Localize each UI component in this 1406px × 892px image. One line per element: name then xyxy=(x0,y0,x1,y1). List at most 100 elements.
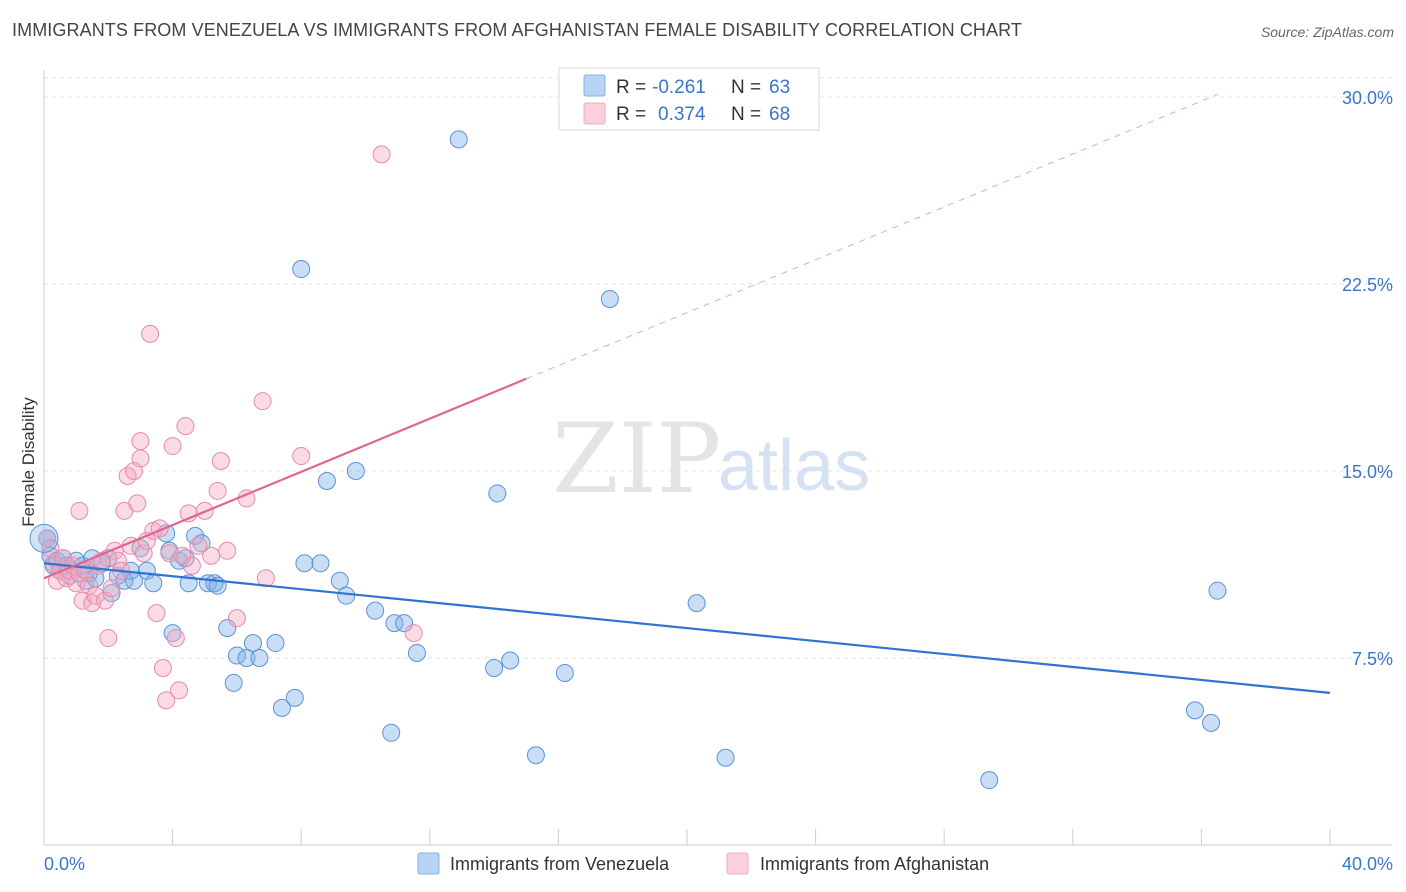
trend-line-afghanistan xyxy=(43,377,527,580)
point-venezuela xyxy=(292,260,311,279)
series-legend-swatch-afghanistan xyxy=(726,852,749,875)
point-venezuela xyxy=(526,746,545,765)
point-afghanistan xyxy=(372,145,391,164)
watermark-zip-text: ZIP xyxy=(552,403,721,515)
point-afghanistan xyxy=(253,392,272,411)
point-venezuela xyxy=(243,634,262,653)
point-afghanistan xyxy=(102,579,121,598)
series-legend-label-venezuela: Immigrants from Venezuela xyxy=(450,854,670,874)
point-venezuela xyxy=(295,554,314,573)
point-venezuela xyxy=(366,601,385,620)
trend-line-venezuela xyxy=(43,562,1331,695)
legend-r-value-afghanistan: 0.374 xyxy=(658,104,706,125)
y-axis-label: Female Disability xyxy=(19,397,38,527)
point-venezuela xyxy=(250,649,269,667)
point-afghanistan xyxy=(208,481,227,500)
point-venezuela xyxy=(192,534,211,553)
point-afghanistan xyxy=(86,586,105,605)
point-afghanistan xyxy=(128,494,147,513)
point-venezuela xyxy=(337,586,356,605)
x-tick-labels: 0.0% 40.0% xyxy=(44,854,1393,874)
legend-r-value-venezuela: -0.261 xyxy=(652,77,706,98)
point-venezuela xyxy=(163,624,182,643)
point-afghanistan xyxy=(80,576,99,595)
point-venezuela xyxy=(600,289,619,308)
point-venezuela xyxy=(102,584,121,603)
point-afghanistan xyxy=(182,556,201,575)
point-afghanistan xyxy=(108,551,127,570)
point-venezuela xyxy=(144,574,163,593)
point-afghanistan xyxy=(211,452,230,471)
point-afghanistan xyxy=(163,437,182,456)
point-venezuela xyxy=(980,771,999,790)
point-venezuela xyxy=(555,663,574,682)
y-tick-label: 7.5% xyxy=(1352,649,1393,669)
point-afghanistan xyxy=(147,604,166,623)
point-venezuela xyxy=(501,651,520,670)
trend-lines xyxy=(43,94,1331,695)
point-venezuela xyxy=(1202,713,1221,732)
legend-swatch-venezuela xyxy=(583,74,606,97)
point-afghanistan xyxy=(170,681,189,700)
correlation-legend: R = -0.261 N = 63 R = 0.374 N = 68 xyxy=(558,67,820,131)
point-venezuela xyxy=(1185,701,1204,720)
point-afghanistan xyxy=(202,546,221,565)
point-venezuela xyxy=(716,748,735,767)
series-legend: Immigrants from Venezuela Immigrants fro… xyxy=(417,852,989,875)
point-venezuela xyxy=(224,673,243,692)
point-venezuela xyxy=(346,462,365,480)
point-venezuela xyxy=(237,649,256,667)
point-venezuela xyxy=(687,594,706,613)
point-afghanistan xyxy=(176,417,195,436)
point-afghanistan xyxy=(218,541,237,560)
y-tick-label: 22.5% xyxy=(1342,275,1393,295)
point-venezuela xyxy=(485,658,504,677)
watermark-atlas-text: atlas xyxy=(718,426,870,506)
series-legend-label-afghanistan: Immigrants from Afghanistan xyxy=(760,854,989,874)
point-venezuela xyxy=(317,471,336,490)
point-venezuela xyxy=(382,723,401,742)
chart-title: IMMIGRANTS FROM VENEZUELA VS IMMIGRANTS … xyxy=(12,20,1022,40)
point-afghanistan xyxy=(157,691,176,710)
y-tick-label: 15.0% xyxy=(1342,462,1393,482)
legend-r-label-afghanistan: R = xyxy=(616,104,646,125)
chart-source: Source: ZipAtlas.com xyxy=(1260,24,1394,40)
point-afghanistan xyxy=(99,629,118,648)
point-venezuela xyxy=(488,484,507,503)
point-venezuela xyxy=(285,688,304,707)
y-tick-label: 30.0% xyxy=(1342,88,1393,108)
gridlines xyxy=(44,77,1392,659)
series-legend-swatch-venezuela xyxy=(417,852,440,875)
point-venezuela xyxy=(176,549,195,568)
point-afghanistan xyxy=(38,529,57,548)
point-afghanistan xyxy=(292,447,311,466)
point-venezuela-cluster xyxy=(29,523,59,553)
x-tick-label: 40.0% xyxy=(1342,854,1393,874)
point-afghanistan xyxy=(70,501,89,520)
legend-n-label-venezuela: N = xyxy=(731,77,761,98)
point-venezuela xyxy=(266,634,285,653)
x-tick-label: 0.0% xyxy=(44,854,85,874)
point-afghanistan xyxy=(173,546,192,565)
point-venezuela xyxy=(449,130,468,149)
point-afghanistan xyxy=(131,432,150,451)
point-venezuela xyxy=(385,614,404,633)
point-venezuela xyxy=(330,571,349,590)
point-venezuela xyxy=(272,698,291,717)
point-afghanistan xyxy=(131,449,150,468)
point-afghanistan xyxy=(166,629,185,648)
data-points xyxy=(29,130,1227,790)
legend-n-label-afghanistan: N = xyxy=(731,104,761,125)
y-tick-labels: 7.5% 15.0% 22.5% 30.0% xyxy=(1342,88,1393,669)
legend-n-value-afghanistan: 68 xyxy=(769,104,790,125)
point-venezuela xyxy=(186,526,205,545)
legend-n-value-venezuela: 63 xyxy=(769,77,790,98)
point-afghanistan xyxy=(153,658,172,677)
point-afghanistan xyxy=(141,324,160,343)
point-venezuela xyxy=(311,554,330,573)
axes xyxy=(43,70,1392,846)
point-venezuela xyxy=(1208,581,1227,600)
point-afghanistan xyxy=(404,624,423,643)
trend-line-dashed-afghanistan xyxy=(526,94,1218,380)
